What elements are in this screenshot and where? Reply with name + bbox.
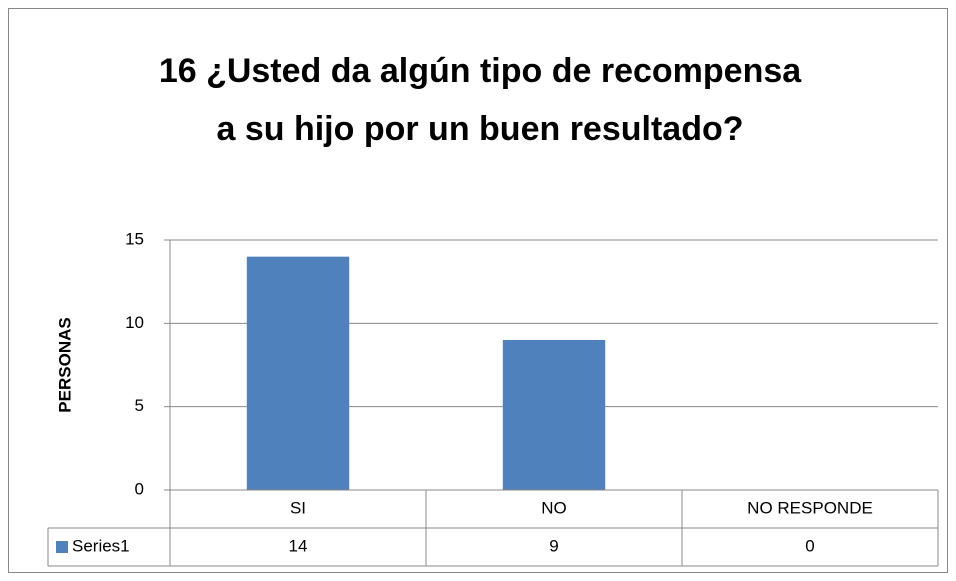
x-tick-label: SI <box>290 498 306 517</box>
bar <box>502 340 606 490</box>
y-tick-label: 0 <box>135 479 144 498</box>
y-tick-label: 15 <box>125 229 144 248</box>
x-tick-label: NO RESPONDE <box>747 498 873 517</box>
legend-swatch <box>56 541 68 553</box>
chart-border <box>8 8 948 573</box>
bar <box>246 256 350 490</box>
y-tick-label: 10 <box>125 313 144 332</box>
data-table-value: 9 <box>549 536 558 555</box>
y-axis-label: PERSONAS <box>55 317 74 412</box>
legend-label: Series1 <box>72 536 130 555</box>
y-tick-label: 5 <box>135 396 144 415</box>
data-table-value: 14 <box>289 536 308 555</box>
x-tick-label: NO <box>541 498 567 517</box>
chart-title: 16 ¿Usted da algún tipo de recompensa a … <box>158 52 802 148</box>
data-table-value: 0 <box>805 536 814 555</box>
